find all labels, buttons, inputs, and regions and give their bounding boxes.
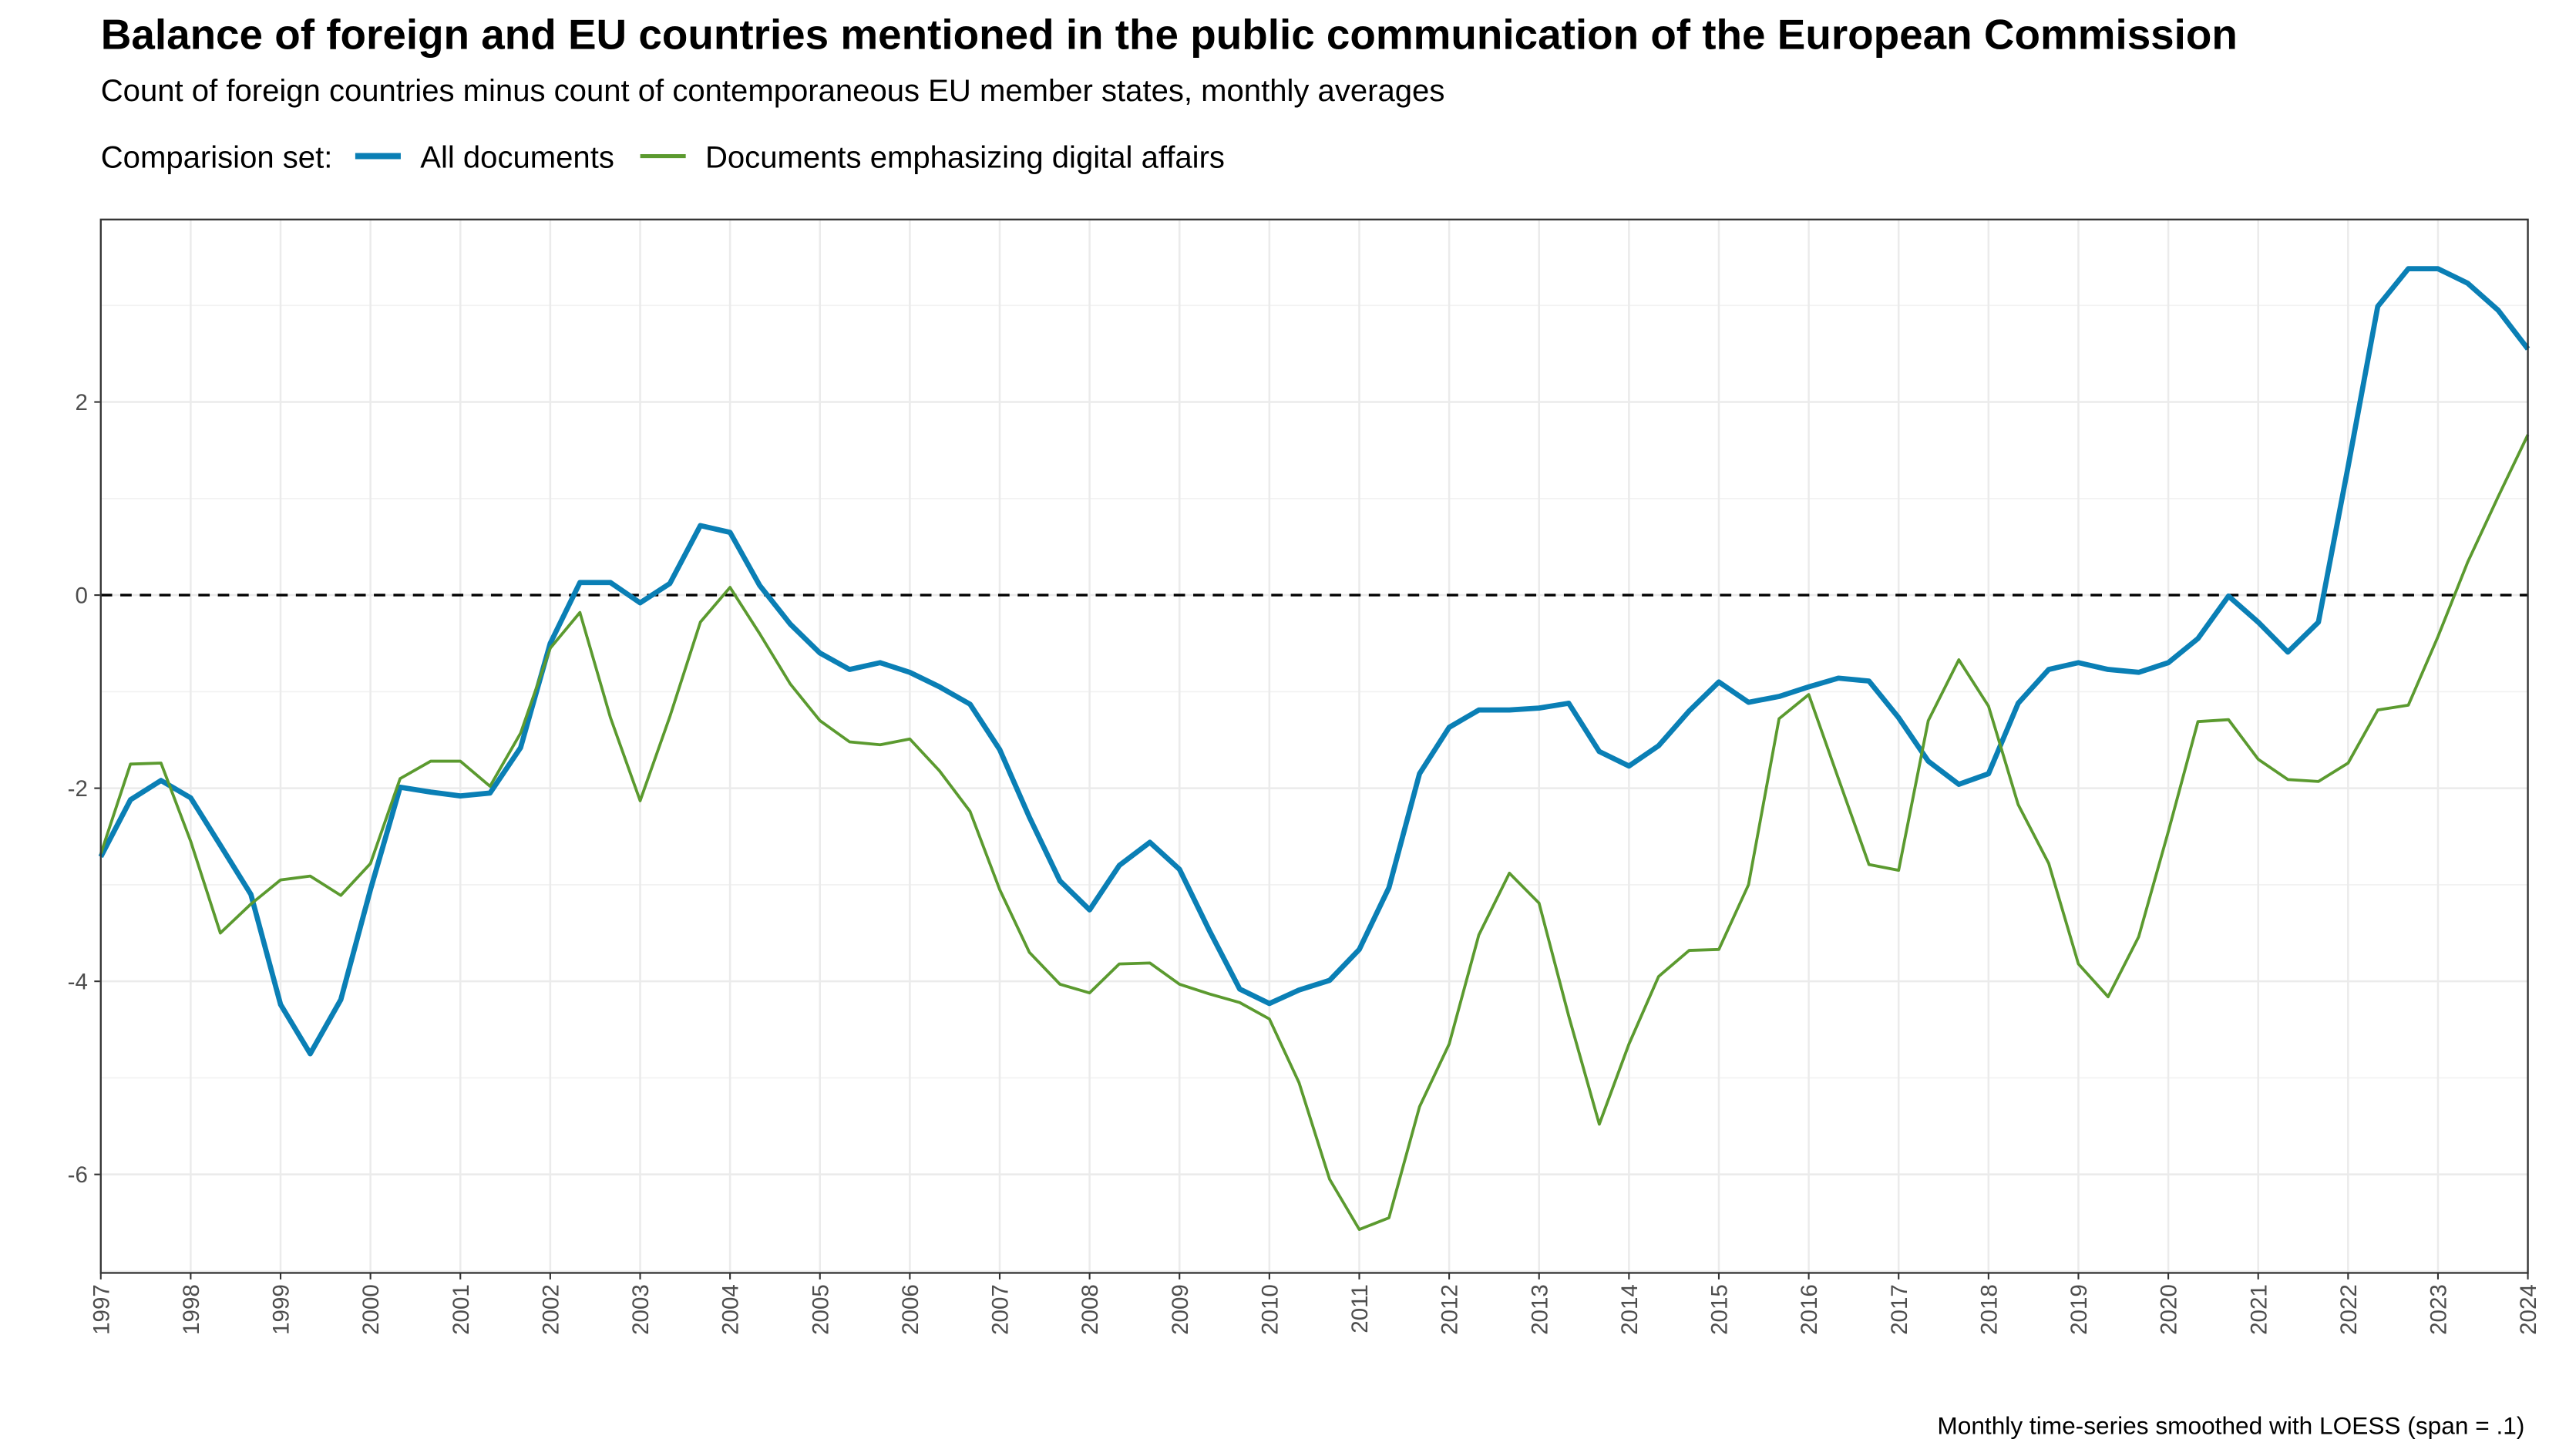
- x-tick-label: 2008: [1078, 1284, 1103, 1335]
- chart-title: Balance of foreign and EU countries ment…: [101, 10, 2238, 58]
- x-tick-label: 2020: [2157, 1284, 2182, 1335]
- x-tick-label: 2003: [628, 1284, 654, 1335]
- x-tick-label: 2017: [1887, 1284, 1912, 1335]
- x-tick-label: 2024: [2516, 1284, 2541, 1335]
- y-tick-label: -4: [68, 970, 88, 995]
- x-tick-label: 2009: [1168, 1284, 1193, 1335]
- series-line: [99, 434, 2530, 1231]
- chart-subtitle: Count of foreign countries minus count o…: [101, 74, 1445, 108]
- x-tick-label: 2007: [988, 1284, 1014, 1335]
- x-tick-label: 2005: [808, 1284, 833, 1335]
- legend-title: Comparision set:: [101, 140, 333, 174]
- plot-background: [100, 219, 2528, 1273]
- series-line: [98, 266, 2531, 1057]
- x-tick-label: 2022: [2336, 1284, 2362, 1335]
- x-tick-label: 2016: [1797, 1284, 1822, 1335]
- x-tick-label: 2019: [2066, 1284, 2092, 1335]
- legend-label: Documents emphasizing digital affairs: [705, 140, 1225, 174]
- legend-label: All documents: [420, 140, 614, 174]
- x-tick-label: 2015: [1707, 1284, 1733, 1335]
- y-tick-label: 0: [75, 583, 87, 609]
- y-tick-label: -6: [68, 1162, 88, 1188]
- y-tick-label: 2: [75, 390, 87, 415]
- caption: Monthly time-series smoothed with LOESS …: [1937, 1411, 2524, 1439]
- x-tick-label: 2004: [718, 1284, 744, 1335]
- plot-border: [99, 218, 2529, 1274]
- x-tick-label: 1998: [179, 1284, 204, 1335]
- x-tick-label: 2014: [1617, 1284, 1643, 1335]
- x-tick-label: 2023: [2426, 1284, 2452, 1335]
- x-tick-label: 2013: [1527, 1284, 1552, 1335]
- x-tick-label: 2000: [358, 1284, 384, 1335]
- x-tick-label: 2021: [2246, 1284, 2272, 1335]
- x-tick-label: 2006: [898, 1284, 923, 1335]
- x-tick-label: 2018: [1976, 1284, 2002, 1335]
- y-tick-label: -2: [68, 776, 88, 802]
- x-tick-label: 2001: [449, 1284, 474, 1335]
- x-tick-label: 2002: [538, 1284, 563, 1335]
- x-tick-label: 2012: [1438, 1284, 1463, 1335]
- x-tick-label: 2010: [1257, 1284, 1283, 1335]
- x-tick-label: 1999: [269, 1284, 294, 1335]
- x-tick-label: 2011: [1347, 1284, 1373, 1333]
- x-tick-label: 1997: [89, 1284, 114, 1335]
